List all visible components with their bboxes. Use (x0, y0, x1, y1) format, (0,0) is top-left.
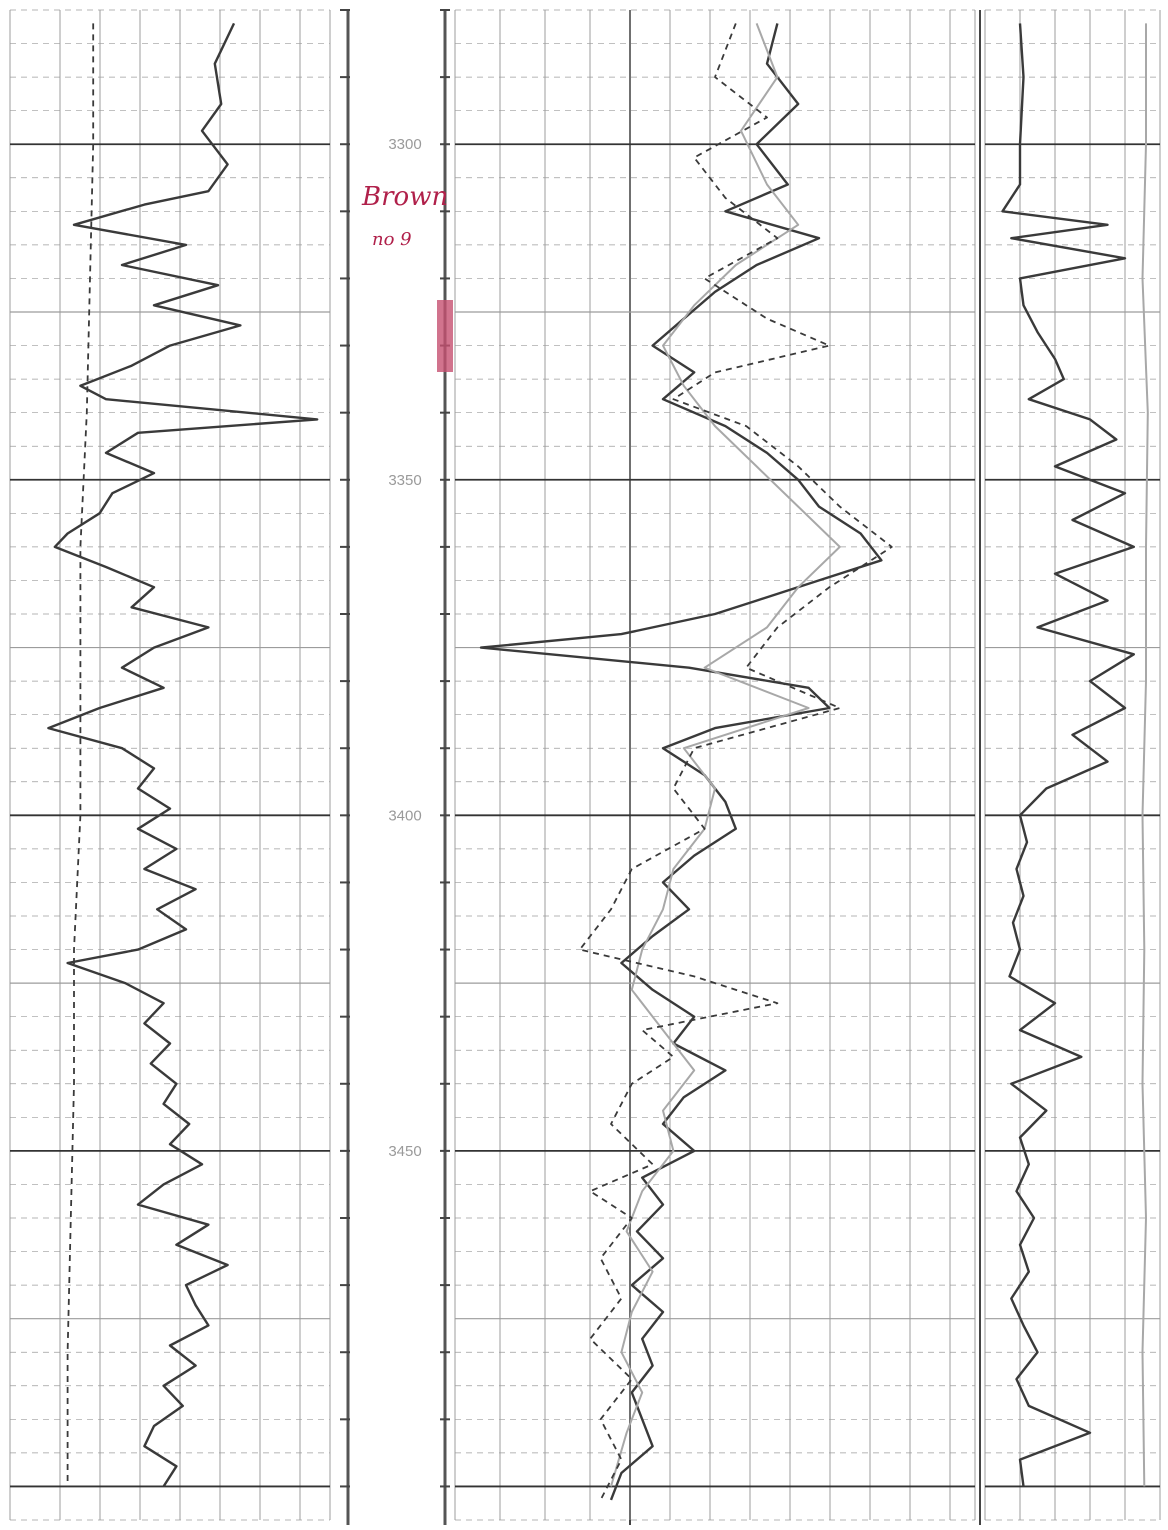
log-curve-track2-series3 (578, 23, 893, 1501)
log-curve-track1-series1 (47, 22, 319, 1488)
log-curve-track2-series1 (479, 23, 883, 1501)
depth-axis-labels: 3300 3350 3400 3450 (388, 136, 421, 1160)
log-curve-track2-series2 (610, 23, 841, 1487)
annotation-no: no 9 (372, 229, 412, 250)
depth-label: 3300 (388, 136, 421, 153)
log-curve-track1-series2 (66, 23, 95, 1487)
depth-label: 3450 (388, 1143, 421, 1160)
log-curve-track3-series2 (1141, 23, 1149, 1487)
depth-label: 3350 (388, 472, 421, 489)
log-grid (9, 9, 1161, 1525)
depth-label: 3400 (388, 807, 421, 824)
core-marker-stamp (437, 300, 453, 372)
annotation-brown: Brown (361, 182, 448, 212)
handwritten-annotations: Brown no 9 (361, 182, 453, 372)
log-curve-track3-series1 (1001, 23, 1136, 1487)
log-curves (47, 22, 1149, 1501)
